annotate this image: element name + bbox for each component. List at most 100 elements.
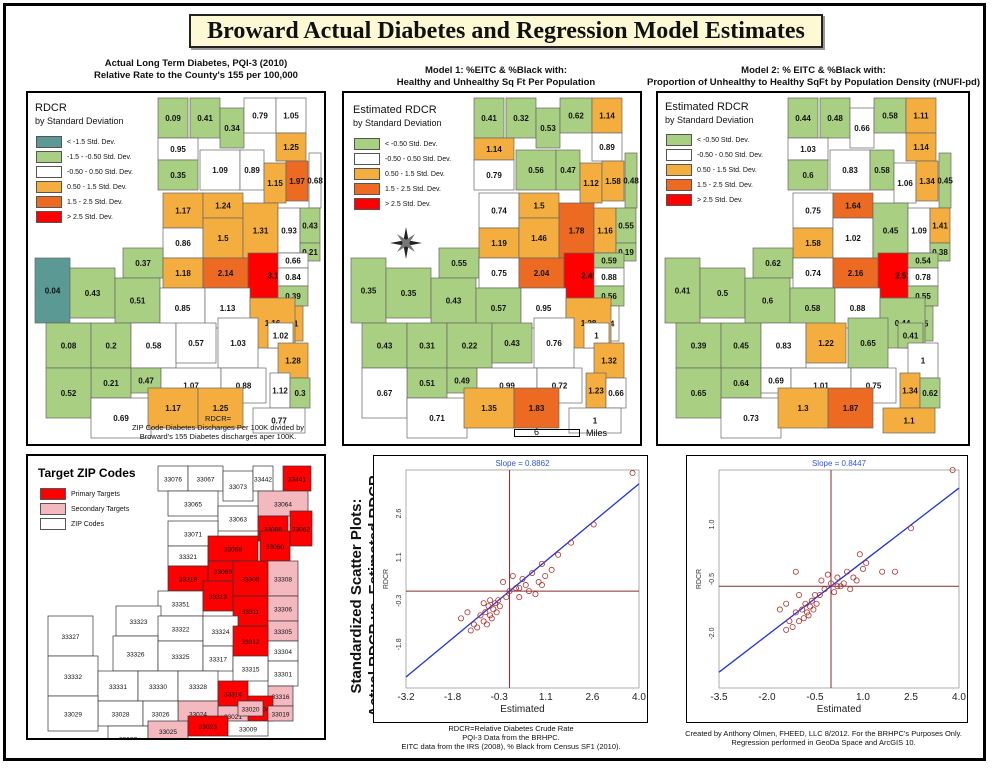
zip-polygon — [122, 247, 164, 279]
scatter-point — [802, 600, 809, 607]
zip-value-label: 0.59 — [601, 257, 617, 266]
legend-label: < -0.50 Std. Dev. — [385, 140, 438, 148]
zip-area: 0.79 — [473, 159, 515, 191]
legend-label: -0.50 - 0.50 Std. Dev. — [385, 155, 452, 163]
zip-value-label: 1.1 — [903, 417, 915, 426]
zip-area: 0.51 — [114, 277, 161, 324]
map3-legend-item: 0.50 - 1.5 Std. Dev. — [666, 164, 757, 176]
zip-area: 1.12 — [269, 372, 291, 409]
y-tick-label: -1.8 — [396, 638, 403, 650]
target-zip-polygon — [282, 465, 312, 492]
zip-area: 1.18 — [162, 257, 204, 289]
x-axis-label: Estimated — [500, 704, 544, 715]
scatter-point — [568, 539, 575, 546]
zip-area: 0.68 — [307, 152, 323, 209]
target-zip-area: 33313 — [202, 580, 234, 612]
scatter-point — [807, 603, 814, 610]
zip-area: 0.44 — [787, 97, 819, 139]
zip-polygon — [361, 367, 408, 419]
scatter-point — [629, 470, 636, 477]
zip-value-label: 0.58 — [874, 166, 890, 175]
zip-polygon — [905, 132, 937, 162]
zip-value-label: 1.19 — [491, 239, 507, 248]
target-zip-polygon — [157, 615, 204, 642]
target-zip-label: 33322 — [171, 627, 189, 634]
zip-value-label: 1.58 — [805, 239, 821, 248]
zip-area: 0.43 — [69, 267, 116, 319]
map2-legend-title: Estimated RDCR by Standard Deviation — [353, 104, 442, 130]
target-zip-area: 33023 — [187, 715, 229, 737]
x-tick-label: 4.0 — [952, 692, 966, 703]
target-zip-label: 33062 — [292, 527, 310, 534]
slope-label: Slope = 0.8447 — [812, 459, 867, 468]
zip-value-label: 1.11 — [913, 112, 929, 121]
map2-legend-item: 0.50 - 1.5 Std. Dev. — [354, 168, 445, 180]
target-zip-area: 33319 — [167, 565, 209, 592]
target-zip-label: 33319 — [179, 577, 197, 584]
map2-legend-item: < -0.50 Std. Dev. — [354, 138, 437, 150]
zip-polygon — [515, 149, 557, 191]
zip-area: 0.71 — [406, 397, 468, 439]
target-zip-label: 33076 — [164, 477, 182, 484]
map3-legend-title-line2: by Standard Deviation — [665, 115, 754, 125]
zip-value-label: 1.07 — [183, 382, 199, 391]
target-zip-label: 33316 — [271, 694, 289, 701]
legend-label: 0.50 - 1.5 Std. Dev. — [697, 166, 757, 174]
zip-area: 0.74 — [792, 257, 834, 289]
zip-area: 0.72 — [536, 367, 583, 404]
zip-polygon — [491, 322, 533, 364]
scatter-point — [843, 568, 850, 575]
scatter-point — [509, 572, 516, 579]
zip-value-label: 0.55 — [451, 259, 467, 268]
zip-value-label: 0.41 — [675, 287, 691, 296]
zip-value-label: 1.46 — [531, 234, 547, 243]
scatter-point — [470, 621, 477, 628]
poster-frame: Broward Actual Diabetes and Regression M… — [3, 3, 986, 761]
map3-legend-title: Estimated RDCR by Standard Deviation — [665, 101, 754, 127]
zip-area: 0.51 — [406, 367, 448, 399]
scatter-point — [776, 606, 783, 613]
zip-polygon — [197, 387, 244, 429]
target-zip-label: 33311 — [242, 609, 260, 616]
target-zip-area: 33029 — [47, 695, 99, 732]
map2-legend-item: > 2.5 Std. Dev. — [354, 198, 431, 210]
scatter-point — [532, 591, 539, 598]
map2-legend-item: 1.5 - 2.5 Std. Dev. — [354, 183, 441, 195]
zip-value-label: 0.45 — [937, 177, 953, 186]
zip-polygon — [406, 322, 448, 369]
target-zip-label: 33326 — [126, 652, 144, 659]
zip-area: 0.48 — [819, 97, 851, 139]
zip-polygon — [787, 159, 829, 191]
target-zip-area: 33068 — [207, 535, 259, 562]
zip-value-label: 1.83 — [529, 404, 545, 413]
zip-value-label: 0.57 — [491, 304, 507, 313]
legend-label: Secondary Targets — [71, 505, 130, 513]
target-zip-label: 33063 — [229, 517, 247, 524]
zip-area: 0.45 — [937, 152, 953, 209]
zip-area: 1.31 — [242, 202, 279, 259]
zip-value-label: 0.58 — [805, 304, 821, 313]
legend-label: 1.5 - 2.5 Std. Dev. — [67, 198, 123, 206]
scatter-point — [490, 606, 497, 613]
legend-swatch — [666, 164, 692, 176]
header-model2-line2: Proportion of Unhealthy to Healthy SqFt … — [646, 77, 981, 88]
zip-polygon — [90, 397, 152, 439]
zip-area: 0.08 — [45, 322, 92, 369]
zip-polygon — [720, 397, 782, 439]
zip-area: 0.04 — [34, 257, 71, 324]
zip-value-label: 0.62 — [568, 112, 584, 121]
zip-area: 1.17 — [147, 387, 199, 429]
scatter-point — [827, 580, 834, 587]
zip-area: 0.69 — [90, 397, 152, 439]
zip-value-label: 0.74 — [491, 207, 507, 216]
target-zip-area: 33317 — [202, 645, 234, 672]
zip-value-label: 0.66 — [285, 257, 301, 266]
legend-swatch — [354, 198, 380, 210]
zip-area: 1.3 — [777, 387, 829, 429]
target-zip-area: 33311 — [232, 595, 269, 627]
target-zip-area: 33009 — [227, 720, 269, 737]
target-zip-area: 33065 — [167, 490, 219, 517]
header-model1-line2: Healthy and Unhealthy Sq Ft Per Populati… — [396, 77, 596, 88]
zip-polygon — [792, 257, 834, 289]
zip-value-label: 0.09 — [165, 114, 181, 123]
